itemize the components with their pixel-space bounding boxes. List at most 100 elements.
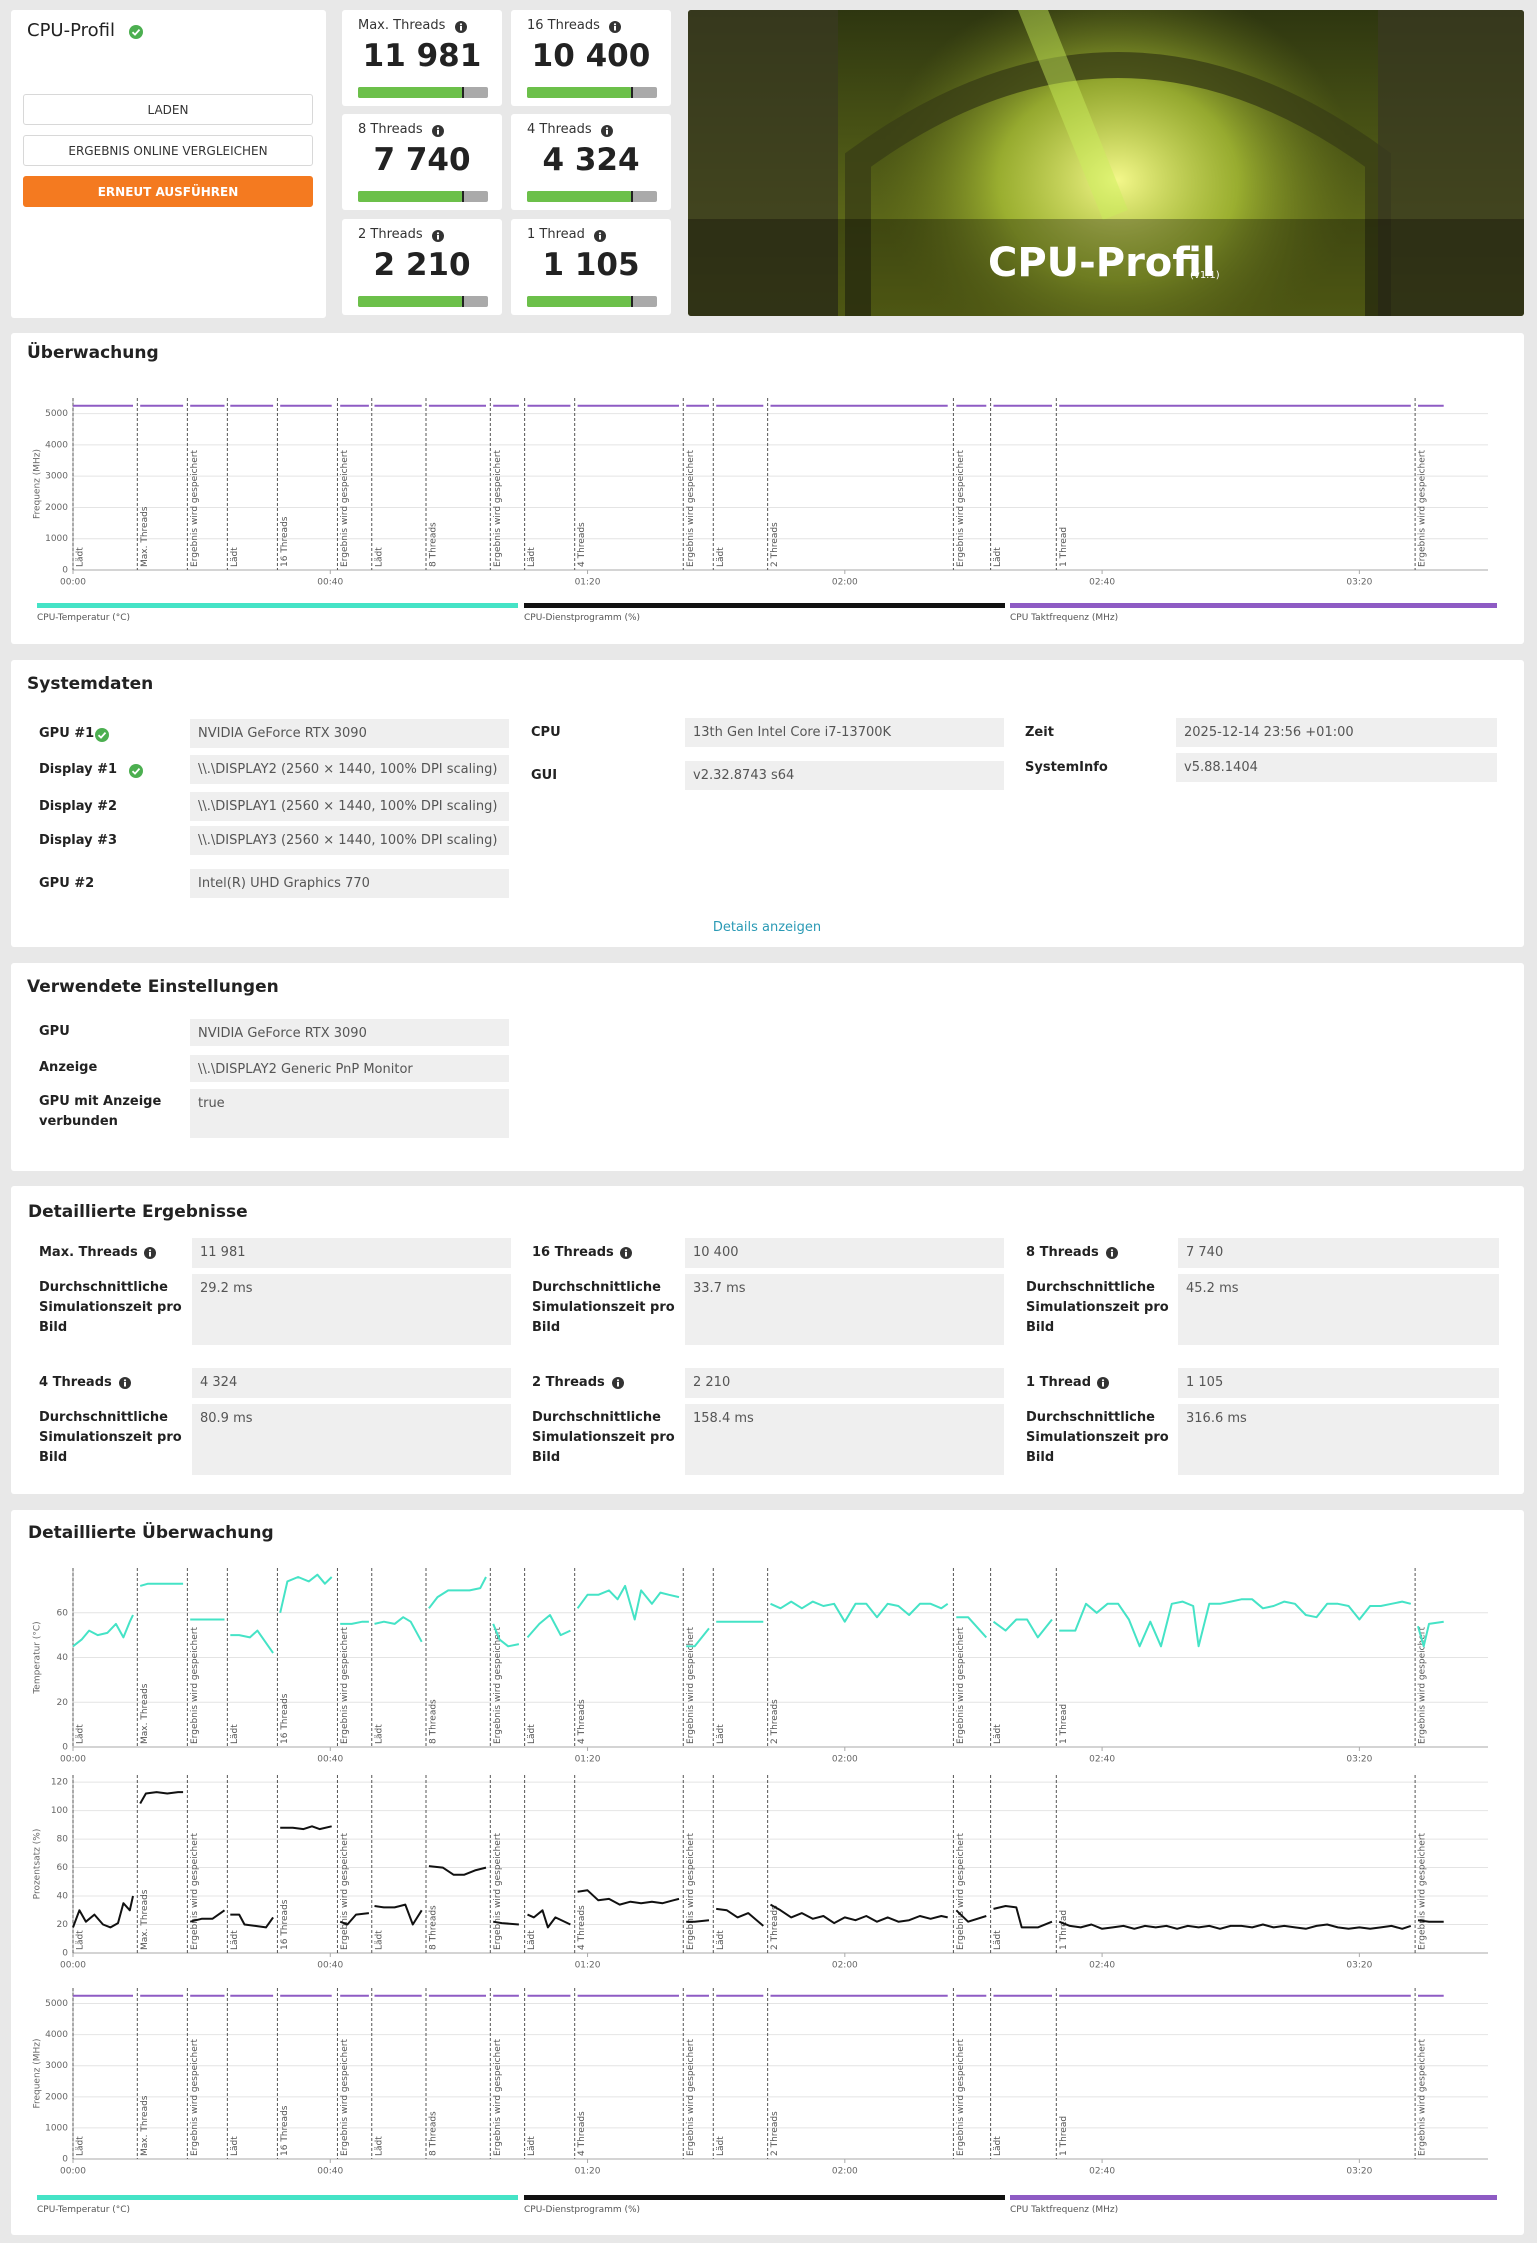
data-line — [72, 1573, 1444, 1654]
result-score: 10 400 — [685, 1238, 1004, 1268]
result-time-label: Durchschnittliche Simulationszeit pro Bi… — [532, 1280, 675, 1335]
info-bar — [606, 130, 609, 135]
info-bar — [1110, 1252, 1113, 1257]
info-bar — [616, 1382, 619, 1387]
legend-label: CPU Taktfrequenz (MHz) — [1010, 613, 1119, 623]
event-label: Lädt — [527, 1930, 537, 1950]
event-label: 8 Threads — [428, 522, 438, 567]
detailed-monitoring-panel: Detaillierte Überwachung 0 20 40 60 00:00 00:4… — [11, 1510, 1524, 2235]
event-label: Lädt — [527, 2136, 537, 2156]
event-label: Ergebnis wird gespeichert — [340, 1832, 350, 1950]
info-icon — [455, 21, 468, 33]
legend-label: CPU Taktfrequenz (MHz) — [1010, 2205, 1119, 2215]
event-label: 4 Threads — [577, 1905, 587, 1950]
result-label: Max. Threads — [39, 1245, 138, 1260]
section-title: Überwachung — [27, 343, 159, 363]
event-label: Lädt — [76, 1724, 86, 1744]
info-dot — [148, 1249, 151, 1252]
y-tick-label: 80 — [57, 1835, 69, 1845]
y-tick-label: 3000 — [45, 2061, 68, 2071]
section-title: Detaillierte Ergebnisse — [28, 1202, 248, 1222]
score-label: 16 Threads — [527, 18, 600, 33]
button[interactable]: ERNEUT AUSFÜHREN — [23, 176, 313, 207]
result-label: 2 Threads — [532, 1375, 605, 1390]
x-tick-label: 02:00 — [832, 1961, 858, 1971]
x-tick-label: 02:40 — [1089, 2167, 1115, 2177]
event-label: Lädt — [374, 1724, 384, 1744]
event-label: Max. Threads — [140, 2095, 150, 2156]
result-time-label: Durchschnittliche Simulationszeit pro Bi… — [1026, 1280, 1169, 1335]
event-label: 1 Thread — [1059, 527, 1069, 567]
details-link[interactable]: Details anzeigen — [712, 920, 822, 935]
result-score: 2 210 — [685, 1368, 1004, 1398]
y-tick-label: 5000 — [45, 409, 68, 419]
score-bar-marker — [631, 87, 633, 98]
info-bar — [614, 26, 616, 31]
event-label: 16 Threads — [280, 1899, 290, 1950]
event-label: Lädt — [76, 1930, 86, 1950]
hero-pillar — [688, 10, 838, 316]
result-time-label: Durchschnittliche Simulationszeit pro Bi… — [1026, 1410, 1169, 1465]
field-label: Display #1 — [39, 762, 118, 777]
x-tick-label: 01:20 — [575, 2167, 601, 2177]
event-label: 16 Threads — [280, 2105, 290, 2156]
score-bar-marker — [462, 191, 464, 202]
legend-swatch — [1010, 2195, 1497, 2200]
event-label: Ergebnis wird gespeichert — [1418, 2038, 1428, 2156]
y-tick-label: 100 — [51, 1806, 68, 1816]
y-tick-label: 3000 — [45, 472, 68, 482]
y-tick-label: 0 — [62, 1743, 68, 1753]
info-icon — [611, 1377, 624, 1389]
score-bar-fill — [527, 191, 631, 202]
info-icon — [1097, 1377, 1110, 1389]
score-bar-marker — [462, 87, 464, 98]
button[interactable]: ERGEBNIS ONLINE VERGLEICHEN — [23, 135, 313, 166]
section-title: Detaillierte Überwachung — [28, 1523, 274, 1543]
score-value: 1 105 — [542, 247, 640, 283]
score-label: 2 Threads — [358, 227, 423, 242]
field-value: v5.88.1404 — [1176, 753, 1497, 782]
section-title: Verwendete Einstellungen — [27, 977, 279, 997]
score-bar — [358, 296, 488, 307]
score-bar-fill — [358, 296, 462, 307]
score-bar — [527, 296, 657, 307]
button[interactable]: LADEN — [23, 94, 313, 125]
info-bar — [437, 235, 440, 240]
field-value: \\.\DISPLAY2 (2560 × 1440, 100% DPI scal… — [190, 755, 509, 784]
score-bar-marker — [631, 191, 633, 202]
result-time: 158.4 ms — [685, 1404, 1004, 1475]
result-time: 80.9 ms — [192, 1404, 511, 1475]
info-icon — [601, 125, 614, 137]
hero-version: (v1.1) — [1190, 270, 1220, 281]
y-tick-label: 1000 — [45, 534, 68, 544]
result-label: 1 Thread — [1026, 1375, 1091, 1390]
info-dot — [624, 1249, 628, 1252]
x-tick-label: 03:20 — [1346, 2167, 1372, 2177]
legend-swatch — [37, 2195, 518, 2200]
event-label: Ergebnis wird gespeichert — [1418, 449, 1428, 567]
field-value: Intel(R) UHD Graphics 770 — [190, 869, 509, 898]
info-bar — [598, 235, 601, 240]
field-value: v2.32.8743 s64 — [685, 761, 1004, 790]
score-tile: Max. Threads 11 981 — [342, 10, 502, 106]
field-label: CPU — [531, 725, 561, 740]
event-label: Ergebnis wird gespeichert — [686, 2038, 696, 2156]
legend-label: CPU-Dienstprogramm (%) — [524, 613, 641, 623]
field-value: \\.\DISPLAY2 Generic PnP Monitor — [190, 1055, 509, 1082]
event-label: Lädt — [374, 547, 384, 567]
event-label: Ergebnis wird gespeichert — [686, 449, 696, 567]
x-tick-label: 02:00 — [832, 578, 858, 588]
event-label: Lädt — [76, 547, 86, 567]
info-dot — [1102, 1379, 1105, 1382]
x-tick-label: 03:20 — [1346, 1755, 1372, 1765]
result-label: 16 Threads — [532, 1245, 614, 1260]
result-time: 316.6 ms — [1178, 1404, 1499, 1475]
event-label: Ergebnis wird gespeichert — [190, 1832, 200, 1950]
info-icon — [432, 125, 445, 137]
legend-label: CPU-Dienstprogramm (%) — [524, 2205, 641, 2215]
x-tick-label: 03:20 — [1346, 578, 1372, 588]
event-label: 1 Thread — [1059, 1910, 1069, 1950]
event-label: Max. Threads — [140, 1683, 150, 1744]
x-tick-label: 00:00 — [60, 1755, 86, 1765]
field-label: Zeit — [1025, 725, 1054, 740]
